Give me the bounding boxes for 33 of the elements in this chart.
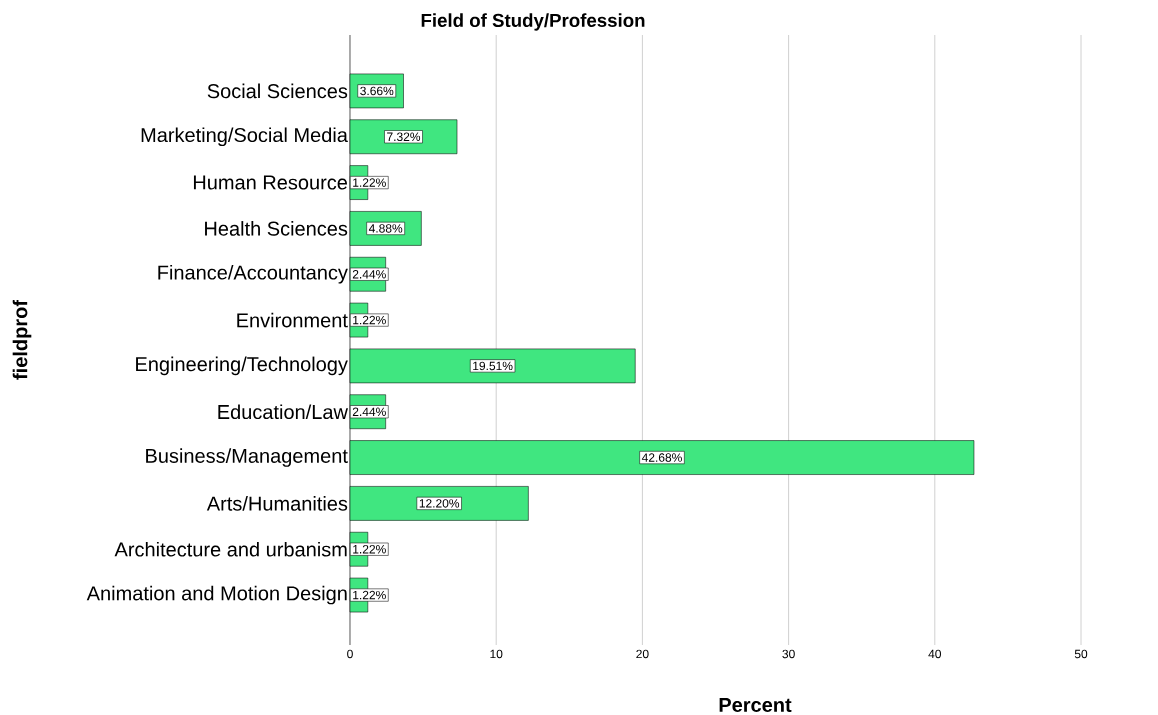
data-label: 19.51% (473, 361, 513, 371)
x-tick-label: 40 (928, 649, 942, 659)
x-tick-label: 0 (347, 649, 353, 659)
x-tick-label: 10 (490, 649, 503, 659)
chart-title: Field of Study/Profession (421, 13, 645, 31)
data-label: 42.68% (641, 453, 682, 462)
y-tick-label: Education/Law (218, 404, 348, 420)
data-label: 4.88% (368, 224, 403, 233)
y-tick-label: Architecture and urbanism (114, 541, 347, 557)
y-tick-label: Marketing/Social Media (141, 127, 348, 147)
y-tick-label: Engineering/Technology (136, 356, 348, 376)
x-axis-title: Percent (719, 698, 792, 712)
x-tick-label: 50 (1074, 649, 1088, 659)
y-tick-label: Business/Management (146, 448, 348, 467)
data-label: 2.44% (352, 270, 386, 279)
data-label: 1.22% (353, 315, 386, 325)
data-label: 3.66% (360, 86, 394, 96)
y-tick-label: Arts/Humanities (206, 496, 348, 511)
data-label: 2.44% (352, 407, 386, 416)
y-tick-label: Human Resource (193, 175, 348, 190)
y-tick-label: Social Sciences (207, 83, 348, 99)
y-tick-label: Environment (237, 312, 348, 328)
data-label: 7.32% (387, 132, 421, 142)
data-label: 1.22% (353, 544, 386, 554)
data-label: 12.20% (419, 499, 460, 508)
data-label: 1.22% (353, 590, 386, 600)
x-tick-label: 20 (636, 649, 649, 659)
y-axis-title: fieldprof (12, 299, 32, 380)
y-tick-label: Animation and Motion Design (86, 585, 347, 605)
data-label: 1.22% (353, 178, 386, 187)
y-tick-label: Health Sciences (205, 221, 348, 236)
x-tick-label: 30 (782, 649, 795, 659)
y-tick-label: Finance/Accountancy (158, 264, 348, 284)
